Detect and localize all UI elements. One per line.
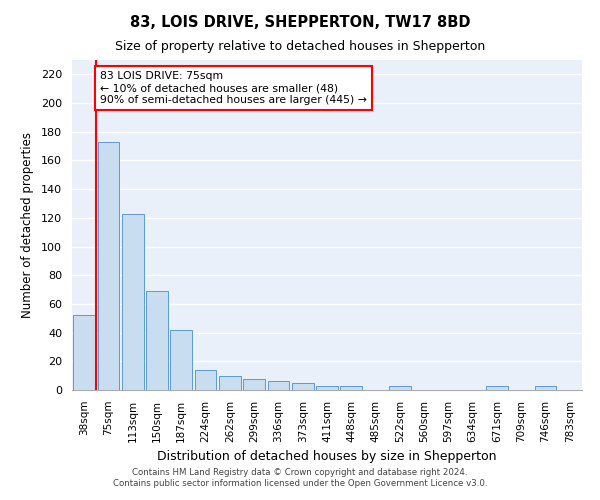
- Bar: [146, 291, 168, 390]
- Text: Size of property relative to detached houses in Shepperton: Size of property relative to detached ho…: [115, 40, 485, 53]
- Bar: [268, 382, 289, 390]
- Bar: [243, 378, 265, 390]
- Bar: [73, 316, 95, 390]
- Bar: [219, 376, 241, 390]
- Bar: [170, 330, 192, 390]
- X-axis label: Distribution of detached houses by size in Shepperton: Distribution of detached houses by size …: [157, 450, 497, 463]
- Bar: [194, 370, 217, 390]
- Bar: [292, 383, 314, 390]
- Bar: [340, 386, 362, 390]
- Bar: [97, 142, 119, 390]
- Text: 83, LOIS DRIVE, SHEPPERTON, TW17 8BD: 83, LOIS DRIVE, SHEPPERTON, TW17 8BD: [130, 15, 470, 30]
- Bar: [316, 386, 338, 390]
- Text: Contains HM Land Registry data © Crown copyright and database right 2024.
Contai: Contains HM Land Registry data © Crown c…: [113, 468, 487, 487]
- Bar: [389, 386, 411, 390]
- Bar: [535, 386, 556, 390]
- Text: 83 LOIS DRIVE: 75sqm
← 10% of detached houses are smaller (48)
90% of semi-detac: 83 LOIS DRIVE: 75sqm ← 10% of detached h…: [100, 72, 367, 104]
- Bar: [486, 386, 508, 390]
- Y-axis label: Number of detached properties: Number of detached properties: [21, 132, 34, 318]
- Bar: [122, 214, 143, 390]
